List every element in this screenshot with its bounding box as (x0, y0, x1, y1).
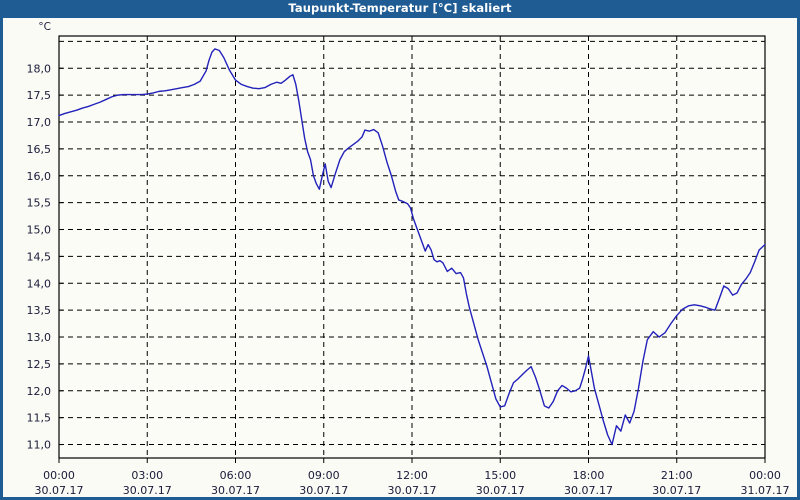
y-tick-label: 15,5 (27, 197, 52, 210)
y-tick-label: 18,0 (27, 62, 52, 75)
y-tick-label: 14,0 (27, 277, 52, 290)
axis-frame (58, 35, 766, 459)
x-tick-label-time: 00:00 (749, 469, 781, 482)
y-tick-label: 11,0 (27, 439, 52, 452)
x-tick-label-time: 06:00 (220, 469, 252, 482)
y-tick-label: 12,5 (27, 358, 52, 371)
x-tick-label-date: 30.07.17 (476, 484, 525, 497)
x-tick-label-time: 21:00 (661, 469, 693, 482)
dew-point-line-chart: 11,0 11,5 12,0 12,5 13,0 13,5 14,0 14,5 15,0 15,5… (27, 21, 790, 497)
x-tick-label-date: 30.07.17 (35, 484, 84, 497)
x-tick-label-time: 12:00 (396, 469, 428, 482)
y-tick-label: 17,5 (27, 89, 52, 102)
y-tick-label: 17,0 (27, 116, 52, 129)
x-tick-label-time: 09:00 (308, 469, 340, 482)
x-tick-label-date: 30.07.17 (123, 484, 172, 497)
series-line-taupunkt-temperatur (58, 48, 766, 446)
y-tick-label: 13,0 (27, 331, 52, 344)
x-axis-tick-labels: 00:00 30.07.17 03:00 30.07.17 06:00 30.07.17 0… (35, 469, 790, 497)
x-tick-label-date: 30.07.17 (211, 484, 260, 497)
window-title-text: Taupunkt-Temperatur [°C] skaliert (288, 0, 512, 15)
y-axis-tick-labels: 11,0 11,5 12,0 12,5 13,0 13,5 14,0 14,5 15,0 15,5… (27, 62, 52, 451)
data-series-group (58, 48, 766, 446)
chart-plot-area: 11,0 11,5 12,0 12,5 13,0 13,5 14,0 14,5 15,0 15,5… (3, 0, 800, 500)
x-tick-label-date: 30.07.17 (652, 484, 701, 497)
y-tick-label: 14,5 (27, 250, 52, 263)
grid-lines (59, 36, 765, 458)
x-tick-label-time: 18:00 (573, 469, 605, 482)
x-tick-label-time: 03:00 (131, 469, 163, 482)
x-tick-label-date: 31.07.17 (741, 484, 790, 497)
x-tick-label-time: 00:00 (43, 469, 75, 482)
x-tick-label-date: 30.07.17 (388, 484, 437, 497)
y-tick-label: 16,5 (27, 143, 52, 156)
x-tick-label-time: 15:00 (484, 469, 516, 482)
y-tick-label: 11,5 (27, 412, 52, 425)
x-tick-label-date: 30.07.17 (564, 484, 613, 497)
y-tick-label: 15,0 (27, 224, 52, 237)
plot-border (58, 35, 766, 459)
window-title-bar: Taupunkt-Temperatur [°C] skaliert (0, 0, 800, 18)
y-tick-label: 16,0 (27, 170, 52, 183)
y-axis-unit-label: °C (38, 21, 51, 33)
y-tick-label: 13,5 (27, 304, 52, 317)
x-tick-label-date: 30.07.17 (299, 484, 348, 497)
y-tick-label: 12,0 (27, 385, 52, 398)
axis-tick-marks (58, 67, 766, 463)
